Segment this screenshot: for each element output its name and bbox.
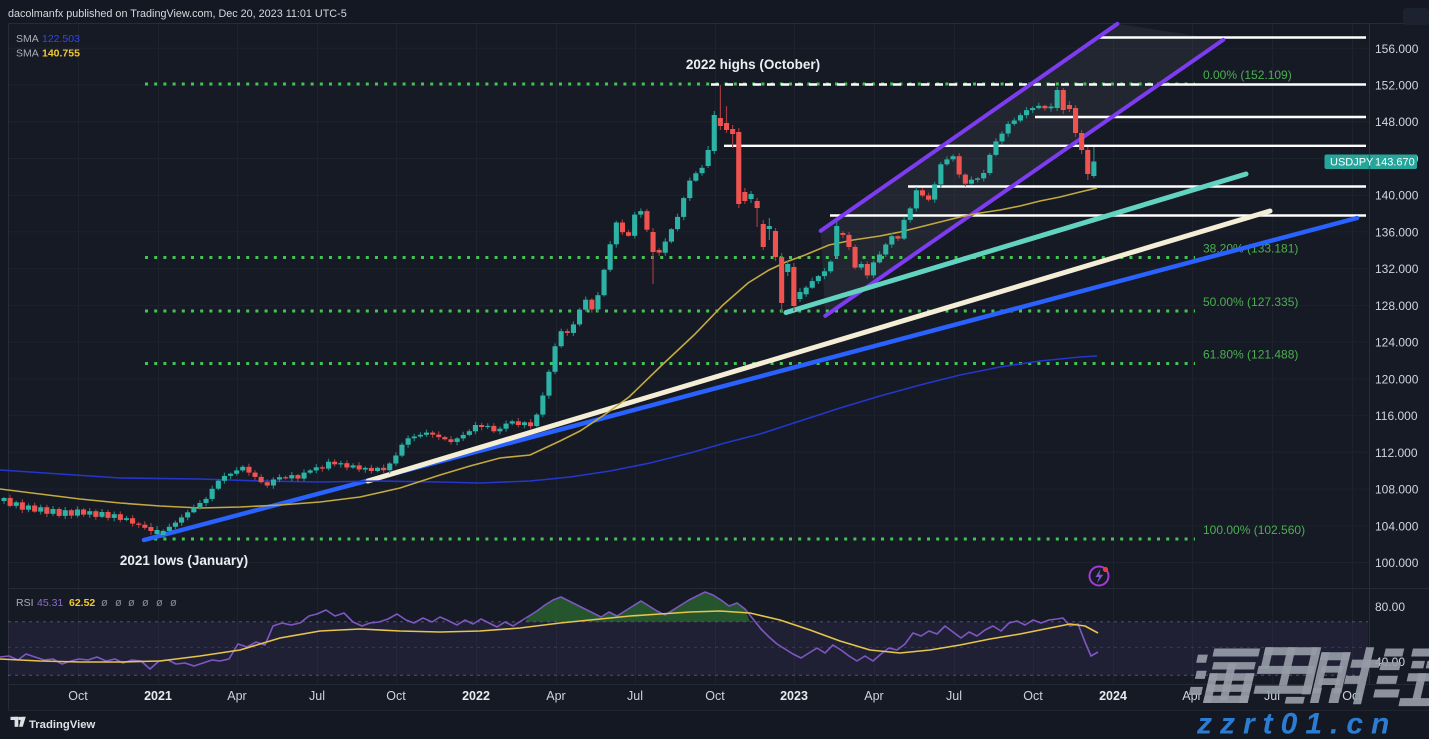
svg-text:2021: 2021 [144, 689, 172, 703]
svg-text:152.000: 152.000 [1375, 79, 1419, 93]
svg-text:122.503: 122.503 [42, 33, 80, 45]
svg-text:148.000: 148.000 [1375, 115, 1419, 129]
svg-text:dacolmanfx published on Tradin: dacolmanfx published on TradingView.com,… [8, 8, 347, 20]
svg-text:61.80% (121.488): 61.80% (121.488) [1203, 348, 1298, 362]
svg-text:ø: ø [101, 597, 108, 609]
svg-text:ø: ø [156, 597, 163, 609]
svg-text:50.00% (127.335): 50.00% (127.335) [1203, 295, 1298, 309]
svg-text:SMA: SMA [16, 48, 39, 60]
svg-text:112.000: 112.000 [1375, 446, 1418, 460]
svg-text:124.000: 124.000 [1375, 336, 1419, 350]
svg-text:2022: 2022 [462, 689, 490, 703]
svg-text:62.52: 62.52 [69, 597, 95, 609]
svg-text:2021 lows (January): 2021 lows (January) [120, 553, 248, 568]
svg-text:Jul: Jul [627, 689, 643, 703]
svg-text:Oct: Oct [68, 689, 88, 703]
svg-text:80.00: 80.00 [1375, 600, 1405, 614]
svg-text:Oct: Oct [705, 689, 725, 703]
svg-text:116.000: 116.000 [1375, 409, 1418, 423]
svg-text:100.00% (102.560): 100.00% (102.560) [1203, 523, 1305, 537]
svg-text:USDJPY: USDJPY [1330, 157, 1374, 169]
svg-text:Apr: Apr [546, 689, 565, 703]
svg-text:104.000: 104.000 [1375, 519, 1419, 533]
svg-text:zzrt01.cn: zzrt01.cn [1196, 708, 1397, 739]
svg-text:Apr: Apr [227, 689, 246, 703]
svg-text:Oct: Oct [1023, 689, 1043, 703]
svg-text:156.000: 156.000 [1375, 42, 1419, 56]
svg-text:Apr: Apr [864, 689, 883, 703]
svg-text:2022 highs (October): 2022 highs (October) [686, 57, 820, 72]
svg-text:45.31: 45.31 [37, 597, 63, 609]
svg-text:ø: ø [142, 597, 149, 609]
svg-text:2024: 2024 [1099, 689, 1127, 703]
svg-text:143.670: 143.670 [1375, 157, 1415, 169]
svg-text:TradingView: TradingView [29, 719, 96, 731]
svg-text:ø: ø [128, 597, 135, 609]
svg-text:120.000: 120.000 [1375, 372, 1419, 386]
svg-text:Oct: Oct [386, 689, 406, 703]
svg-text:136.000: 136.000 [1375, 225, 1419, 239]
svg-text:140.000: 140.000 [1375, 189, 1419, 203]
svg-text:108.000: 108.000 [1375, 483, 1419, 497]
svg-text:128.000: 128.000 [1375, 299, 1419, 313]
svg-text:Jul: Jul [946, 689, 962, 703]
svg-text:Jul: Jul [309, 689, 325, 703]
svg-text:100.000: 100.000 [1375, 556, 1419, 570]
svg-text:ø: ø [115, 597, 122, 609]
svg-text:SMA: SMA [16, 33, 39, 45]
svg-text:132.000: 132.000 [1375, 262, 1419, 276]
svg-text:ø: ø [170, 597, 177, 609]
svg-text:2023: 2023 [780, 689, 808, 703]
svg-text:0.00% (152.109): 0.00% (152.109) [1203, 68, 1292, 82]
svg-text:RSI: RSI [16, 597, 34, 609]
svg-text:140.755: 140.755 [42, 48, 80, 60]
